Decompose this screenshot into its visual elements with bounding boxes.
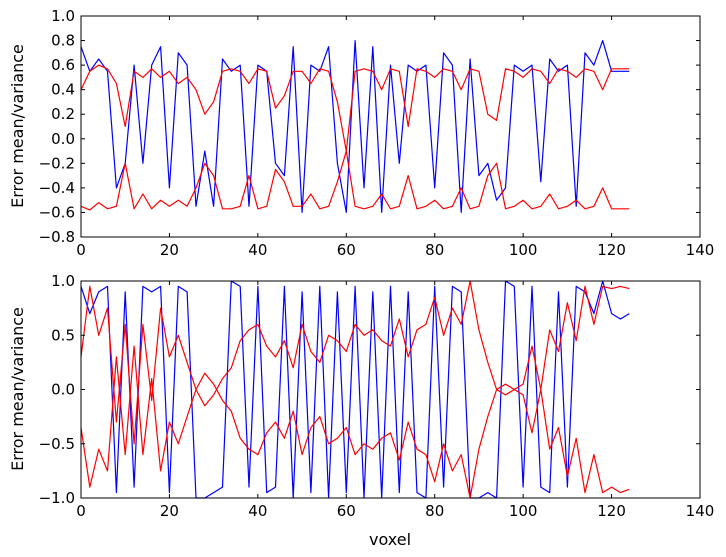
y-tick-label: −0.5	[39, 435, 75, 453]
x-tick-label: 60	[337, 241, 356, 259]
y-axis-label: Error mean/variance	[8, 44, 27, 208]
y-axis-label: Error mean/variance	[8, 307, 27, 471]
series-line-1	[80, 64, 630, 152]
x-tick-label: 40	[248, 241, 267, 259]
x-tick-label: 80	[425, 502, 444, 520]
y-tick-label: −1.0	[39, 489, 75, 507]
x-tick-label: 80	[425, 241, 444, 259]
y-tick-label: 0.8	[51, 32, 75, 50]
series-line-2	[80, 150, 630, 211]
chart-bottom: 0 20 40 60 80 100 120 140 −1.0 −0.5 0.0 0.5 1.0 Erro…	[8, 272, 714, 549]
series-line-2	[80, 345, 630, 499]
y-tick-label: 1.0	[51, 272, 75, 290]
y-tick-label: 0.0	[51, 381, 75, 399]
x-tick-label: 60	[337, 502, 356, 520]
y-tick-label: −0.8	[39, 228, 75, 246]
x-tick-label: 20	[160, 241, 179, 259]
x-axis-label: voxel	[369, 530, 411, 549]
x-tick-label: 140	[686, 502, 715, 520]
x-tick-label: 0	[76, 241, 86, 259]
y-tick-label: −0.2	[39, 154, 75, 172]
y-tick-label: −0.6	[39, 203, 75, 221]
x-tick-label: 140	[686, 241, 715, 259]
x-tick-label: 0	[76, 502, 86, 520]
series-line-0	[80, 39, 630, 213]
y-tick-label: 0.0	[51, 130, 75, 148]
y-tick-label: 0.2	[51, 105, 75, 123]
y-tick-label: 1.0	[51, 7, 75, 25]
x-tick-label: 100	[509, 241, 538, 259]
x-tick-label: 120	[597, 502, 626, 520]
y-tick-label: 0.5	[51, 326, 75, 344]
y-tick-label: −0.4	[39, 179, 75, 197]
series-line-1	[80, 280, 630, 445]
chart-top: 0 20 40 60 80 100 120 140 −0.8 −0.6 −0.4 −0.2 0.0 0.2…	[8, 7, 714, 259]
x-tick-label: 120	[597, 241, 626, 259]
y-tick-label: 0.6	[51, 56, 75, 74]
y-tick-label: 0.4	[51, 81, 75, 99]
x-tick-label: 40	[248, 502, 267, 520]
x-tick-label: 100	[509, 502, 538, 520]
x-tick-label: 20	[160, 502, 179, 520]
series-line-0	[80, 280, 630, 499]
plot-frame	[80, 15, 701, 238]
